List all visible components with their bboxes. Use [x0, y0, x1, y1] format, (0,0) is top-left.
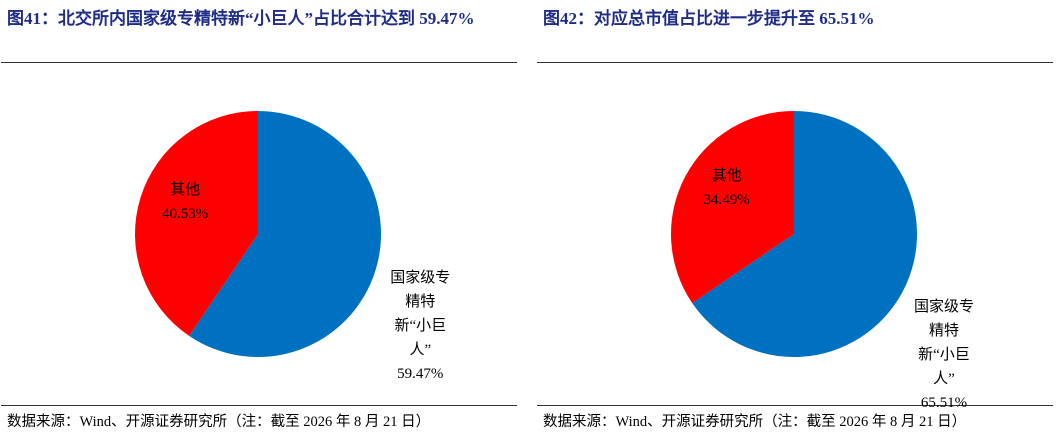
title-rule	[537, 62, 1053, 63]
chart-panel: 图41：北交所内国家级专精特新“小巨人”占比合计达到 59.47% 数据来源：Wi…	[1, 0, 517, 437]
slice-value: 65.51%	[920, 395, 968, 412]
slice-label: 其他 40.53%	[145, 178, 225, 226]
title-rule	[1, 62, 517, 63]
pie-slice	[134, 111, 258, 336]
chart-title: 图41：北交所内国家级专精特新“小巨人”占比合计达到 59.47%	[7, 9, 475, 28]
chart-title: 图42：对应总市值占比进一步提升至 65.51%	[543, 9, 875, 28]
source-rule	[1, 405, 517, 406]
slice-name: 国家级专精特新“小巨人”	[913, 299, 974, 388]
slice-label: 其他 34.49%	[687, 164, 767, 212]
source-rule	[537, 405, 1053, 406]
slice-name: 国家级专精特新“小巨人”	[390, 269, 451, 358]
slice-value: 59.47%	[397, 365, 444, 382]
slice-name: 其他	[170, 181, 201, 198]
chart-panel: 图42：对应总市值占比进一步提升至 65.51% 数据来源：Wind、开源证券研究…	[537, 0, 1053, 437]
slice-value: 40.53%	[161, 205, 209, 222]
pie-slice	[692, 111, 917, 358]
pie-chart	[671, 111, 917, 358]
pie-slice	[671, 111, 794, 304]
slice-value: 34.49%	[703, 192, 750, 209]
slice-name: 其他	[711, 168, 742, 185]
pie-chart	[134, 111, 381, 357]
slice-label: 国家级专精特新“小巨人” 59.47%	[388, 266, 452, 386]
source-note: 数据来源：Wind、开源证券研究所（注：截至 2026 年 8 月 21 日）	[7, 414, 431, 430]
pie-slice	[189, 111, 381, 357]
slice-label: 国家级专精特新“小巨人” 65.51%	[912, 295, 976, 415]
source-note: 数据来源：Wind、开源证券研究所（注：截至 2026 年 8 月 21 日）	[543, 414, 967, 430]
